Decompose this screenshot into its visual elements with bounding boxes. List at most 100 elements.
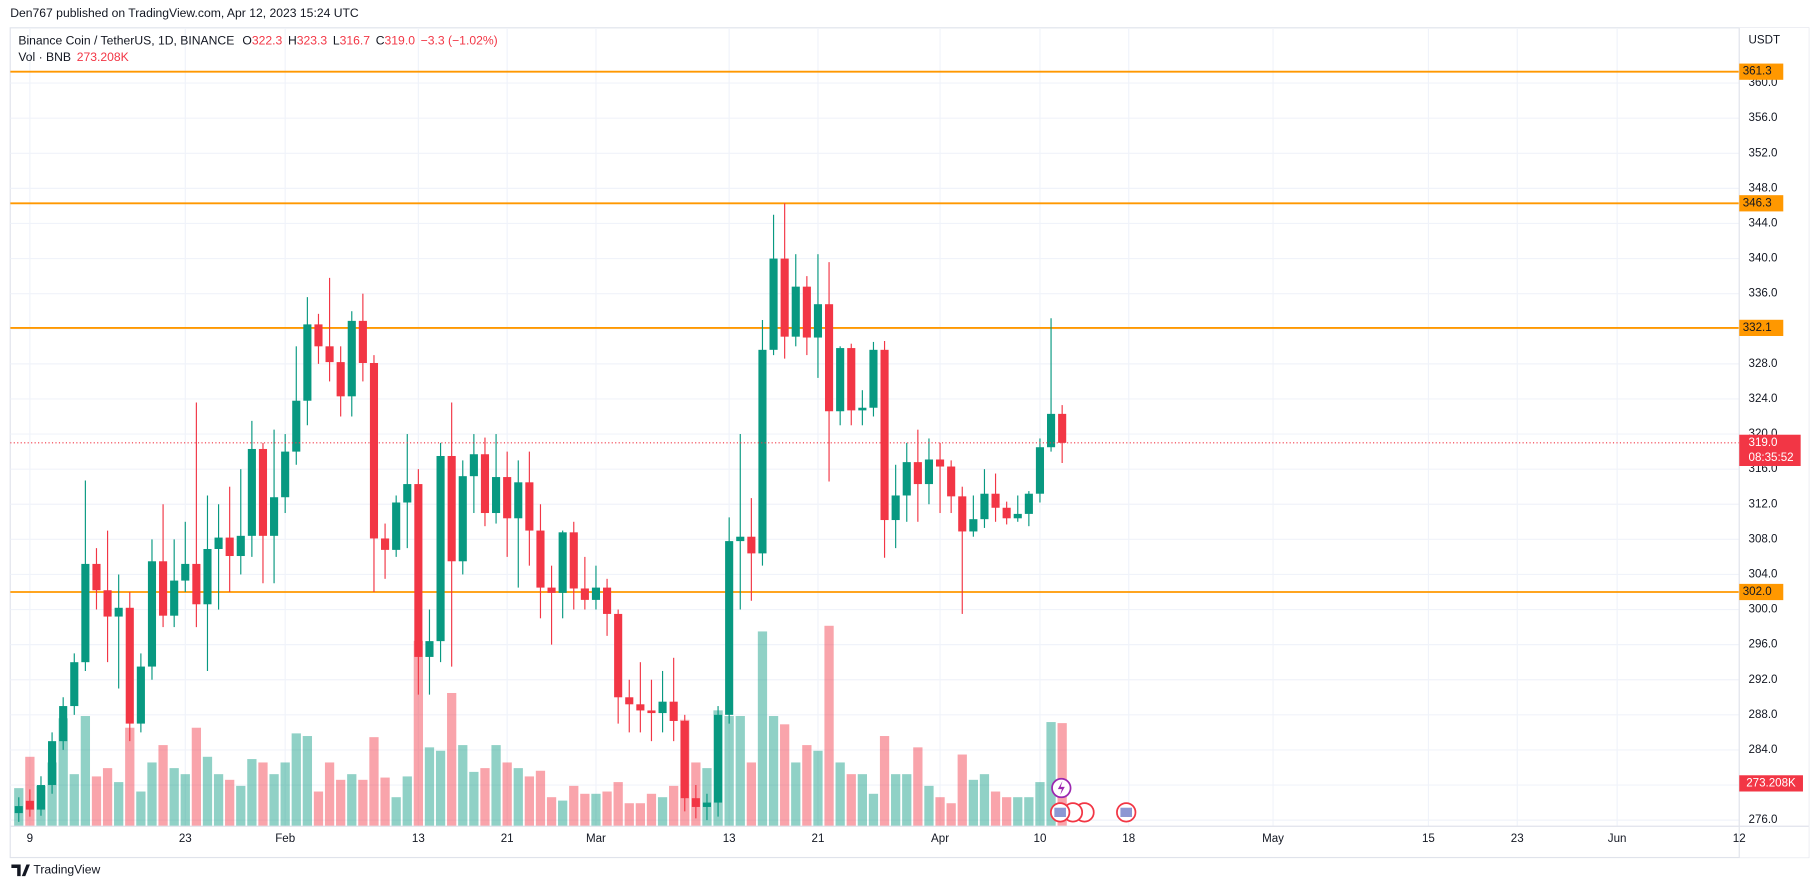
x-tick-label: 21 xyxy=(812,833,825,845)
candle-body xyxy=(736,536,745,542)
volume-bar xyxy=(946,803,956,827)
candle-body xyxy=(59,706,68,742)
volume-bar xyxy=(735,716,745,827)
x-tick-label: 12 xyxy=(1733,833,1746,845)
volume-bar xyxy=(480,768,490,827)
volume-bar xyxy=(524,776,535,827)
candle-body xyxy=(159,561,168,616)
last-price-label: 319.0 xyxy=(1749,437,1778,449)
brand: TradingView xyxy=(33,863,100,877)
candle-body xyxy=(303,324,312,401)
volume-bar xyxy=(935,797,945,827)
candle-body xyxy=(36,785,46,810)
x-tick-label: Mar xyxy=(586,833,606,845)
candle-body xyxy=(403,484,412,503)
volume-bar xyxy=(247,759,257,827)
candle-body xyxy=(492,477,501,514)
x-tick-label: 18 xyxy=(1122,833,1135,845)
candle-body xyxy=(425,641,434,657)
candle-body xyxy=(669,701,678,721)
volume-bar xyxy=(602,791,612,827)
candle-body xyxy=(203,548,212,605)
volume-bar xyxy=(746,762,756,827)
volume-bar xyxy=(280,762,290,827)
volume-bar xyxy=(657,797,668,827)
y-tick-label: 320.0 xyxy=(1749,428,1778,440)
volume-bar xyxy=(724,716,734,827)
volume-bar xyxy=(757,631,768,827)
candle-body xyxy=(580,588,589,600)
candle-body xyxy=(603,587,612,614)
candle-body xyxy=(436,455,445,642)
candle-body xyxy=(281,451,290,498)
volume-bar xyxy=(102,768,113,827)
ohlc-value: 322.3 xyxy=(252,34,283,48)
volume-bar xyxy=(546,797,557,827)
volume-bar xyxy=(324,762,335,827)
volume-name: Vol · BNB xyxy=(18,50,71,64)
volume-bar xyxy=(213,774,224,827)
volume-bar xyxy=(1035,782,1045,827)
candle-body xyxy=(1013,513,1022,519)
event-icon xyxy=(1120,807,1132,817)
level-label: 361.3 xyxy=(1743,66,1772,78)
candle-body xyxy=(414,484,423,657)
candle-body xyxy=(658,701,667,714)
volume-bar xyxy=(413,640,424,827)
level-label: 332.1 xyxy=(1743,322,1772,334)
x-tick-label: Apr xyxy=(931,833,949,845)
candle-body xyxy=(392,502,401,550)
candle-body xyxy=(369,362,379,539)
legend-header: Binance Coin / TetherUS, 1D, BINANCE O32… xyxy=(18,34,497,48)
candle-body xyxy=(458,476,467,562)
volume-bar xyxy=(558,800,568,827)
x-tick-label: 13 xyxy=(412,833,425,845)
candle-body xyxy=(636,704,645,711)
candle-body xyxy=(236,535,245,557)
x-tick-label: 23 xyxy=(179,833,192,845)
volume-bar xyxy=(1013,797,1023,827)
volume-bar xyxy=(91,776,102,827)
volume-bar xyxy=(424,747,435,827)
candle-body xyxy=(780,258,789,337)
candle-body xyxy=(547,587,556,593)
volume-bar xyxy=(513,768,523,827)
candle-body xyxy=(292,400,301,452)
x-tick-label: 13 xyxy=(723,833,736,845)
volume-bar xyxy=(435,750,446,827)
volume-bar xyxy=(669,785,679,827)
x-tick-label: 9 xyxy=(27,833,33,845)
level-label-box xyxy=(1739,63,1784,80)
y-tick-label: 308.0 xyxy=(1749,533,1778,545)
candle-body xyxy=(1002,507,1011,519)
candle-body xyxy=(225,537,234,557)
candle-body xyxy=(214,537,223,549)
candle-body xyxy=(591,587,601,600)
x-tick-label: Jun xyxy=(1608,833,1627,845)
volume-bar xyxy=(624,803,634,827)
y-tick-label: 356.0 xyxy=(1749,112,1778,124)
ohlc-value: 319.0 xyxy=(385,34,416,48)
volume-bar xyxy=(258,762,268,827)
volume-bar xyxy=(347,774,357,827)
candle-body xyxy=(170,580,179,616)
volume-bar xyxy=(891,774,901,827)
y-tick-label: 276.0 xyxy=(1749,814,1778,826)
candle-body xyxy=(147,561,157,667)
volume-bar xyxy=(114,782,124,827)
volume-bar xyxy=(768,716,779,827)
level-label: 346.3 xyxy=(1743,197,1772,209)
candle-body xyxy=(913,462,922,485)
volume-label: 273.208K xyxy=(1746,777,1796,789)
candle-body xyxy=(314,324,323,347)
candle-body xyxy=(825,304,834,412)
volume-bar xyxy=(979,774,990,827)
volume-bar xyxy=(225,779,235,827)
volume-bar xyxy=(80,716,91,827)
candle-body xyxy=(92,563,101,591)
volume-bar xyxy=(336,779,346,827)
volume-bar xyxy=(358,779,368,827)
y-tick-label: 328.0 xyxy=(1749,358,1778,370)
volume-bar xyxy=(591,793,601,827)
